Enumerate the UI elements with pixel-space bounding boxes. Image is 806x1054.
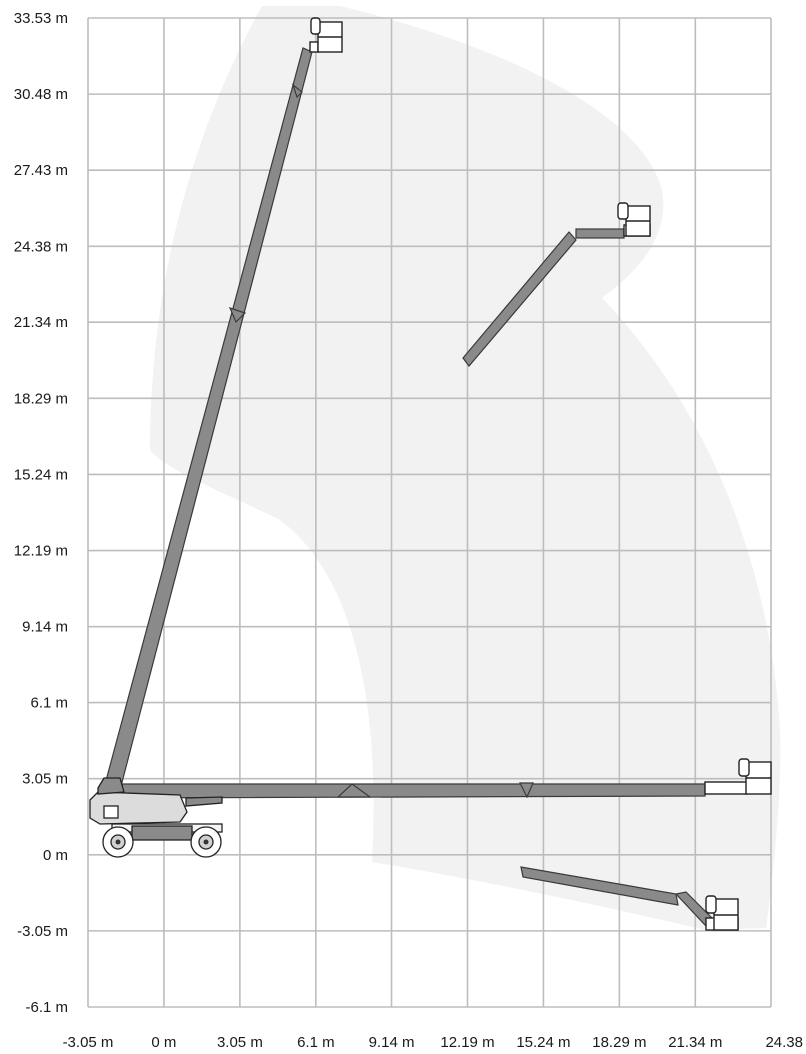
boom-upper-jib bbox=[575, 228, 625, 239]
y-tick-label: 24.38 m bbox=[14, 238, 68, 255]
y-tick-label: 30.48 m bbox=[14, 86, 68, 103]
y-tick-label: 15.24 m bbox=[14, 466, 68, 483]
x-tick-label: -3.05 m bbox=[63, 1034, 114, 1051]
x-tick-label: 0 m bbox=[151, 1034, 176, 1051]
y-tick-label: 27.43 m bbox=[14, 162, 68, 179]
platform-upper-reach bbox=[617, 202, 651, 237]
boom-horizontal bbox=[109, 783, 706, 799]
x-axis-labels: -3.05 m 0 m 3.05 m 6.1 m 9.14 m 12.19 m 15.24 … bbox=[63, 1034, 803, 1051]
x-tick-label: 12.19 m bbox=[440, 1034, 494, 1051]
boom-elevated-joint-2 bbox=[291, 83, 303, 99]
turntable bbox=[97, 777, 125, 795]
cylinder bbox=[185, 796, 223, 807]
x-tick-label: 6.1 m bbox=[297, 1034, 335, 1051]
y-tick-label: 18.29 m bbox=[14, 390, 68, 407]
platform-horizontal bbox=[704, 758, 772, 795]
axle-center bbox=[131, 825, 193, 841]
y-tick-label: 0 m bbox=[43, 847, 68, 864]
boom-horizontal-joint bbox=[519, 782, 534, 799]
platform-elevated bbox=[309, 17, 343, 53]
y-tick-label: -6.1 m bbox=[25, 999, 68, 1016]
y-tick-label: -3.05 m bbox=[17, 923, 68, 940]
platform-below-grade bbox=[705, 895, 739, 931]
x-tick-label: 9.14 m bbox=[369, 1034, 415, 1051]
boom-horizontal-joint-2 bbox=[336, 783, 372, 798]
y-tick-label: 9.14 m bbox=[22, 619, 68, 636]
boom-below-grade bbox=[520, 866, 679, 906]
x-tick-label: 24.38 bbox=[765, 1034, 803, 1051]
y-tick-label: 6.1 m bbox=[30, 695, 68, 712]
y-tick-label: 3.05 m bbox=[22, 771, 68, 788]
y-tick-label: 21.34 m bbox=[14, 314, 68, 331]
x-tick-label: 18.29 m bbox=[592, 1034, 646, 1051]
y-axis-labels: 33.53 m 30.48 m 27.43 m 24.38 m 21.34 m 18.29… bbox=[14, 10, 68, 1016]
wheel-front bbox=[190, 826, 222, 858]
boom-elevated-joint bbox=[228, 307, 247, 324]
x-tick-label: 15.24 m bbox=[516, 1034, 570, 1051]
counterweight-panel bbox=[103, 805, 119, 819]
machine-base bbox=[89, 777, 223, 858]
y-tick-label: 33.53 m bbox=[14, 10, 68, 27]
x-tick-label: 21.34 m bbox=[668, 1034, 722, 1051]
x-tick-label: 3.05 m bbox=[217, 1034, 263, 1051]
boom-upper-reach bbox=[462, 231, 577, 367]
wheel-rear bbox=[102, 826, 134, 858]
y-tick-label: 12.19 m bbox=[14, 543, 68, 560]
